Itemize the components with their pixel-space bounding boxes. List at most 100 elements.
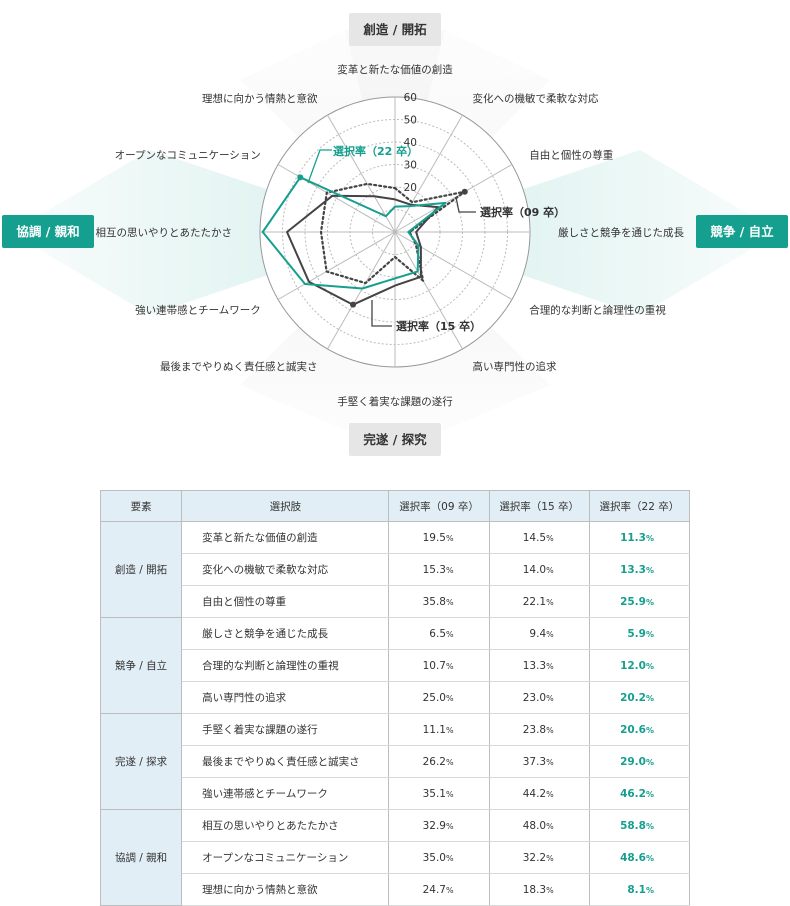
value-percent: %	[546, 565, 554, 575]
tick-label: 20	[404, 182, 417, 194]
value-cell-v09: 32.9%	[388, 809, 490, 842]
value-percent: %	[546, 757, 554, 767]
option-cell: 強い連帯感とチームワーク	[181, 777, 389, 810]
callout-15: 選択率（15 卒）	[371, 300, 481, 333]
value-cell-v15: 23.0%	[488, 681, 590, 714]
series-marker	[461, 188, 468, 195]
value-percent: %	[546, 885, 554, 895]
table-row: 合理的な判断と論理性の重視 10.7% 13.3% 12.0%	[101, 649, 691, 682]
grid-spoke	[327, 231, 396, 350]
value-percent: %	[645, 597, 654, 607]
value-number: 32.2	[522, 851, 547, 864]
series-marker	[297, 174, 304, 181]
header-option: 選択肢	[181, 490, 390, 522]
value-cell-v22: 13.3%	[588, 553, 691, 586]
value-number: 23.0	[522, 691, 547, 704]
table-row: 自由と個性の尊重 35.8% 22.1% 25.9%	[101, 585, 691, 618]
value-cell-v22: 8.1%	[588, 873, 691, 906]
value-cell-v09: 11.1%	[388, 713, 490, 746]
value-cell-v22: 5.9%	[588, 617, 691, 650]
value-number: 10.7	[422, 659, 446, 672]
value-number: 23.8	[522, 723, 547, 736]
value-number: 35.1	[422, 787, 446, 800]
group-cell: 創造 / 開拓	[99, 521, 183, 618]
value-number: 8.1	[627, 883, 646, 896]
table-row: 協調 / 親和 相互の思いやりとあたたかさ 32.9% 48.0% 58.8%	[99, 809, 691, 906]
value-percent: %	[546, 661, 554, 671]
category-left-label: 協調 / 親和	[16, 224, 79, 239]
value-number: 15.3	[422, 563, 446, 576]
value-number: 11.1	[422, 723, 446, 736]
value-number: 11.3	[620, 531, 646, 544]
tick-label: 60	[404, 92, 417, 104]
value-cell-v09: 15.3%	[388, 553, 490, 586]
value-cell-v22: 20.2%	[588, 681, 691, 714]
radar-axis-labels: 変革と新たな価値の創造変化への機敏で柔軟な対応自由と個性の尊重厳しさと競争を通じ…	[96, 63, 685, 408]
value-percent: %	[546, 821, 554, 831]
value-percent: %	[645, 533, 654, 543]
value-cell-v22: 46.2%	[588, 777, 691, 810]
grid-spoke	[394, 231, 463, 350]
value-percent: %	[645, 885, 654, 895]
value-percent: %	[446, 725, 454, 735]
value-percent: %	[645, 661, 654, 671]
callout-09-text: 選択率（09 卒）	[480, 205, 565, 219]
value-percent: %	[546, 853, 554, 863]
category-left: 協調 / 親和	[2, 215, 94, 248]
value-cell-v22: 29.0%	[588, 745, 691, 778]
axis-label: 理想に向かう情熱と意欲	[202, 92, 318, 105]
value-cell-v15: 13.3%	[488, 649, 590, 682]
value-number: 58.8	[620, 819, 646, 832]
value-number: 48.0	[522, 819, 547, 832]
value-percent: %	[645, 725, 654, 735]
grid-spoke	[277, 164, 396, 233]
axis-label: 強い連帯感とチームワーク	[135, 304, 261, 317]
value-number: 46.2	[620, 787, 646, 800]
radar-tick-labels: 20 30 40 50 60	[404, 92, 417, 194]
value-number: 35.0	[422, 851, 446, 864]
value-number: 20.2	[620, 691, 646, 704]
axis-label: 相互の思いやりとあたたかさ	[96, 226, 233, 239]
option-cell: 自由と個性の尊重	[181, 585, 389, 618]
table-row: 変化への機敏で柔軟な対応 15.3% 14.0% 13.3%	[101, 553, 691, 586]
grid-spoke	[277, 231, 396, 300]
category-top: 創造 / 開拓	[349, 13, 441, 46]
value-number: 37.3	[522, 755, 547, 768]
value-percent: %	[446, 757, 454, 767]
callout-09-leader	[455, 196, 476, 213]
value-number: 44.2	[522, 787, 547, 800]
axis-label: オープンなコミュニケーション	[115, 150, 261, 162]
value-number: 25.0	[422, 691, 446, 704]
value-percent: %	[446, 821, 454, 831]
value-percent: %	[446, 789, 454, 799]
value-cell-v15: 32.2%	[488, 841, 590, 874]
value-percent: %	[546, 629, 554, 639]
value-cell-v15: 48.0%	[488, 809, 590, 842]
value-percent: %	[446, 565, 454, 575]
value-percent: %	[645, 629, 654, 639]
value-percent: %	[446, 597, 454, 607]
header-09: 選択率（09 卒）	[388, 490, 490, 522]
callout-15-leader	[371, 300, 392, 327]
value-number: 13.3	[620, 563, 646, 576]
value-number: 25.9	[620, 595, 646, 608]
table-row: 完遂 / 探求 手堅く着実な課題の遂行 11.1% 23.8% 20.6%	[99, 713, 691, 810]
value-percent: %	[446, 629, 454, 639]
value-number: 14.0	[522, 563, 547, 576]
callout-22-leader	[307, 149, 332, 184]
value-cell-v09: 6.5%	[388, 617, 490, 650]
axis-label: 手堅く着実な課題の遂行	[337, 395, 453, 408]
value-cell-v09: 24.7%	[388, 873, 490, 906]
axis-label: 合理的な判断と論理性の重視	[529, 304, 666, 317]
header-15: 選択率（15 卒）	[488, 490, 590, 522]
table-row: オープンなコミュニケーション 35.0% 32.2% 48.6%	[101, 841, 691, 874]
table-row: 高い専門性の追求 25.0% 23.0% 20.2%	[101, 681, 691, 714]
grid-spoke	[394, 164, 513, 233]
value-cell-v22: 25.9%	[588, 585, 691, 618]
value-cell-v22: 48.6%	[588, 841, 691, 874]
value-cell-v15: 14.0%	[488, 553, 590, 586]
value-number: 13.3	[522, 659, 547, 672]
callout-22-text: 選択率（22 卒）	[333, 144, 418, 158]
tick-label: 50	[404, 115, 417, 127]
value-percent: %	[645, 565, 654, 575]
